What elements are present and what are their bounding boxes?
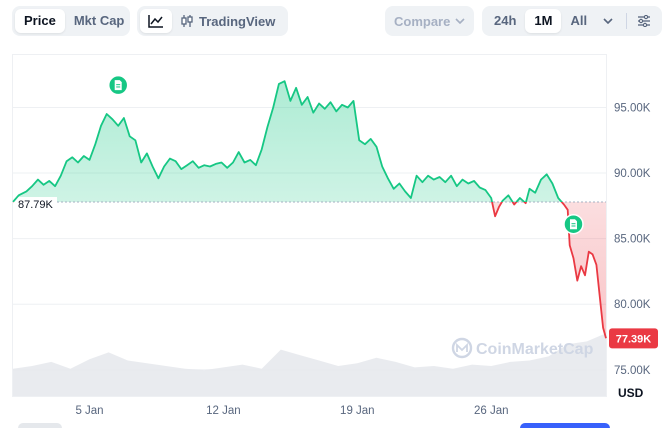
document-icon <box>569 219 577 230</box>
volume-layer <box>13 333 606 396</box>
tradingview-button[interactable]: TradingView <box>172 9 283 33</box>
x-tick-label-0: 5 Jan <box>75 405 103 417</box>
y-tick-label-1: 90.00K <box>614 168 651 180</box>
price-line-up <box>12 80 563 203</box>
candlestick-icon <box>181 15 193 27</box>
line-chart-button[interactable] <box>140 9 172 33</box>
plot-frame <box>12 54 607 397</box>
x-tick-label-3: 26 Jan <box>474 405 509 417</box>
price-area-down <box>492 202 606 339</box>
range-dropdown-button[interactable] <box>596 9 620 33</box>
chart-style-toggle: TradingView <box>137 6 288 36</box>
y-tick-label-2: 85.00K <box>614 234 651 246</box>
news-marker-0[interactable] <box>107 74 129 96</box>
axis-layer: 95.00K 90.00K 85.00K 80.00K 75.00K 5 Jan 12 Ja… <box>75 102 650 417</box>
tradingview-label: TradingView <box>199 13 276 29</box>
range-all-button[interactable]: All <box>570 13 588 28</box>
chart-settings-button[interactable] <box>633 9 655 33</box>
reference-layer: 87.79K <box>13 197 606 212</box>
currency-label: USD <box>618 386 644 400</box>
reference-label-bg <box>13 197 57 212</box>
x-tick-label-2: 19 Jan <box>340 405 375 417</box>
y-tick-label-0: 95.00K <box>614 102 651 114</box>
area-layer <box>13 81 606 339</box>
x-tick-label-1: 12 Jan <box>206 405 241 417</box>
compare-dropdown[interactable]: Compare <box>385 6 474 36</box>
chart-type-toggle: Price Mkt Cap <box>12 6 130 36</box>
current-price-label: 77.39K <box>616 333 652 345</box>
time-range-toggle: 24h 1M All <box>482 6 662 36</box>
chevron-down-icon <box>603 18 613 24</box>
chevron-down-icon <box>455 18 465 24</box>
current-price-badge <box>609 328 658 349</box>
price-line-layer: 77.39K <box>12 80 658 349</box>
range-24h-button[interactable]: 24h <box>494 13 517 28</box>
watermark-text: CoinMarketCap <box>476 341 594 358</box>
watermark: CoinMarketCap <box>451 337 594 359</box>
bottom-controls <box>18 423 610 428</box>
price-area-up <box>13 81 606 203</box>
chart-toolbar: Price Mkt Cap TradingView Compare 24h 1M <box>0 6 671 36</box>
compare-label: Compare <box>394 13 451 29</box>
toolbar-divider <box>626 13 628 29</box>
scroll-to-latest-button[interactable] <box>520 423 610 428</box>
document-icon <box>114 80 122 91</box>
y-tick-label-3: 80.00K <box>614 299 651 311</box>
sliders-icon <box>638 15 651 27</box>
news-marker-1[interactable] <box>563 213 584 235</box>
price-tab[interactable]: Price <box>15 9 65 33</box>
y-tick-label-4: 75.00K <box>614 365 651 377</box>
range-1m-button[interactable]: 1M <box>525 9 562 33</box>
mkt-cap-tab[interactable]: Mkt Cap <box>73 13 125 28</box>
zoom-handle-left[interactable] <box>18 423 62 428</box>
coinmarketcap-logo-icon <box>451 337 473 359</box>
volume-area <box>13 333 606 396</box>
news-marker-layer <box>107 74 584 235</box>
line-chart-icon <box>148 15 163 28</box>
reference-label: 87.79K <box>18 199 54 211</box>
